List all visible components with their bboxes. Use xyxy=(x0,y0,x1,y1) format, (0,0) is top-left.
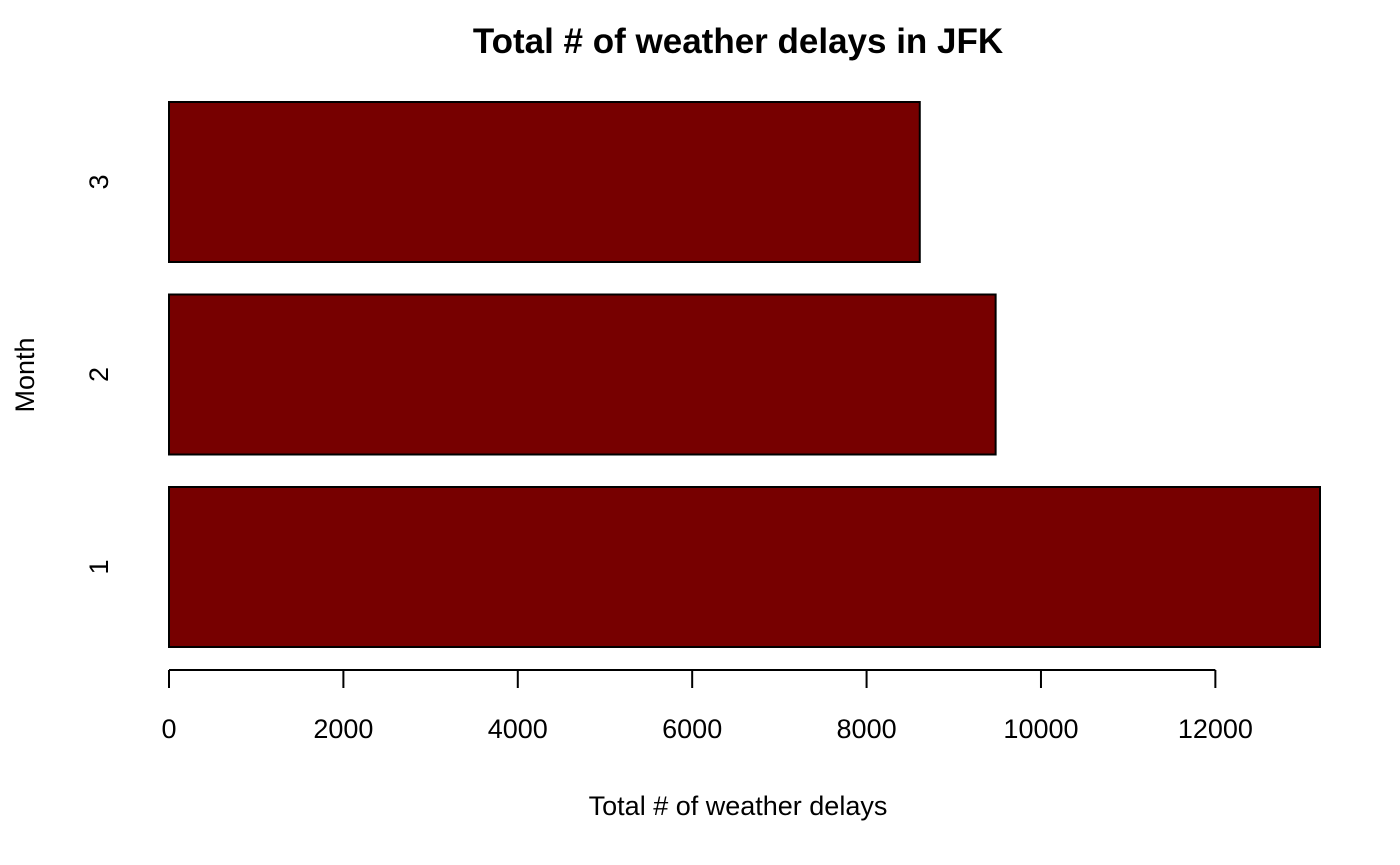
x-tick-label: 6000 xyxy=(662,714,722,744)
x-axis-label: Total # of weather delays xyxy=(589,791,888,821)
x-tick-label: 2000 xyxy=(313,714,373,744)
bar-month-2 xyxy=(168,293,997,456)
y-tick-label-2: 2 xyxy=(84,367,114,382)
y-tick-label-3: 3 xyxy=(84,174,114,189)
x-tick-label: 0 xyxy=(161,714,176,744)
x-tick-label: 12000 xyxy=(1178,714,1253,744)
x-tick-label: 10000 xyxy=(1003,714,1078,744)
bars-group xyxy=(168,101,1321,648)
chart-title: Total # of weather delays in JFK xyxy=(473,22,1003,61)
y-tick-labels: 1 2 3 xyxy=(84,174,114,574)
x-tick-label: 4000 xyxy=(488,714,548,744)
bar-month-3 xyxy=(168,101,921,263)
x-tick-label: 8000 xyxy=(837,714,897,744)
y-axis-label: Month xyxy=(10,337,40,412)
y-tick-label-1: 1 xyxy=(84,559,114,574)
x-axis: 0 2000 4000 6000 8000 10000 12000 xyxy=(161,669,1253,744)
bar-month-1 xyxy=(168,486,1321,648)
